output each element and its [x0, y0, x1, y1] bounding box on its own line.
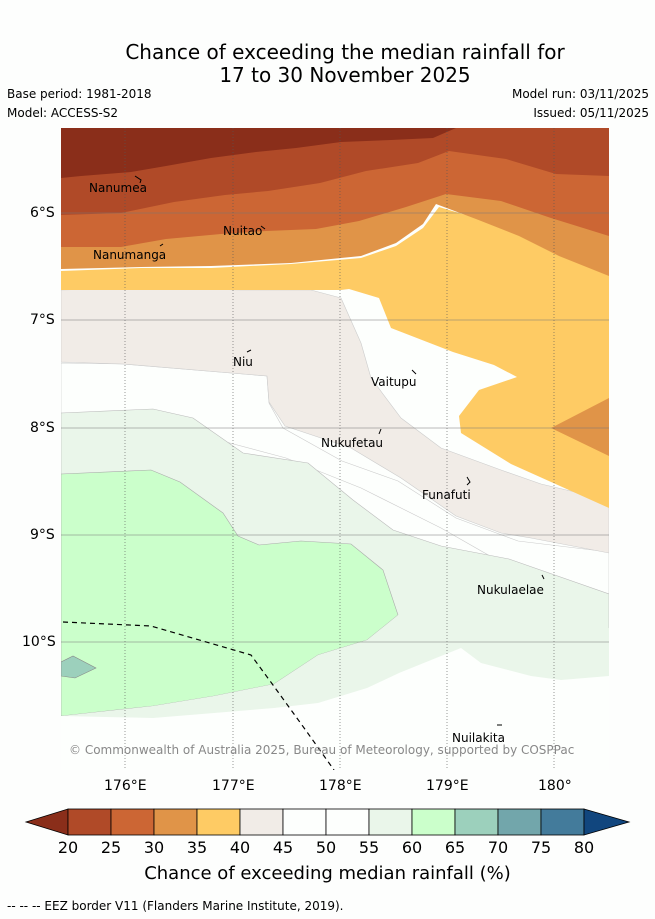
colorbar-segment — [110, 808, 155, 836]
eez-border-line — [62, 621, 335, 770]
place-nanumea: Nanumea — [89, 181, 147, 195]
rainfall-map: Nanumea Nuitao Nanumanga Niu Vaitupu Nuk… — [61, 128, 609, 770]
colorbar-segment — [368, 808, 413, 836]
place-nukufetau: Nukufetau — [321, 436, 383, 450]
lon-label-178e: 178°E — [319, 778, 362, 794]
colorbar-tick: 45 — [272, 838, 294, 857]
lon-label-179e: 179°E — [426, 778, 469, 794]
colorbar-segment — [282, 808, 327, 836]
colorbar-tick: 30 — [143, 838, 165, 857]
lat-label-7s: 7°S — [30, 312, 55, 328]
copyright-notice: © Commonwealth of Australia 2025, Bureau… — [69, 743, 574, 757]
colorbar-tick: 20 — [57, 838, 79, 857]
eez-legend: -- -- -- EEZ border V11 (Flanders Marine… — [7, 899, 344, 913]
colorbar-segment — [196, 808, 241, 836]
colorbar-segment — [67, 808, 112, 836]
colorbar-tick: 75 — [530, 838, 552, 857]
lon-label-176e: 176°E — [104, 778, 147, 794]
colorbar-tick: 40 — [229, 838, 251, 857]
map-title-line1: Chance of exceeding the median rainfall … — [125, 40, 565, 64]
place-nanumanga: Nanumanga — [93, 248, 166, 262]
lat-label-8s: 8°S — [30, 420, 55, 436]
colorbar-segment — [411, 808, 456, 836]
colorbar-tick: 70 — [487, 838, 509, 857]
colorbar-tick: 25 — [100, 838, 122, 857]
colorbar-segment — [540, 808, 585, 836]
place-funafuti: Funafuti — [422, 488, 471, 502]
colorbar — [24, 808, 631, 836]
colorbar-segment — [153, 808, 198, 836]
colorbar-tick: 60 — [401, 838, 423, 857]
place-nuitao: Nuitao — [223, 224, 262, 238]
issued-date: Issued: 05/11/2025 — [533, 106, 649, 120]
colorbar-tick: 80 — [573, 838, 595, 857]
lon-label-180: 180° — [538, 778, 572, 794]
colorbar-label: Chance of exceeding median rainfall (%) — [144, 863, 511, 884]
colorbar-arrow-high — [583, 808, 631, 836]
base-period: Base period: 1981-2018 — [7, 87, 152, 101]
model-name: Model: ACCESS-S2 — [7, 106, 119, 120]
lon-label-177e: 177°E — [212, 778, 255, 794]
place-nuilakita: Nuilakita — [452, 731, 505, 745]
place-niu: Niu — [233, 355, 253, 369]
lat-label-10s: 10°S — [22, 634, 56, 650]
colorbar-tick: 50 — [315, 838, 337, 857]
place-vaitupu: Vaitupu — [371, 375, 417, 389]
colorbar-segment — [497, 808, 542, 836]
model-run: Model run: 03/11/2025 — [511, 87, 649, 101]
lat-label-9s: 9°S — [30, 527, 55, 543]
map-title-line2: 17 to 30 November 2025 — [219, 63, 471, 87]
colorbar-tick: 65 — [444, 838, 466, 857]
lat-label-6s: 6°S — [30, 205, 55, 221]
colorbar-segment — [239, 808, 284, 836]
colorbar-segment — [325, 808, 370, 836]
colorbar-tick: 35 — [186, 838, 208, 857]
colorbar-arrow-low — [24, 808, 69, 836]
place-nukulaelae: Nukulaelae — [477, 583, 544, 597]
colorbar-segment — [454, 808, 499, 836]
colorbar-tick: 55 — [358, 838, 380, 857]
